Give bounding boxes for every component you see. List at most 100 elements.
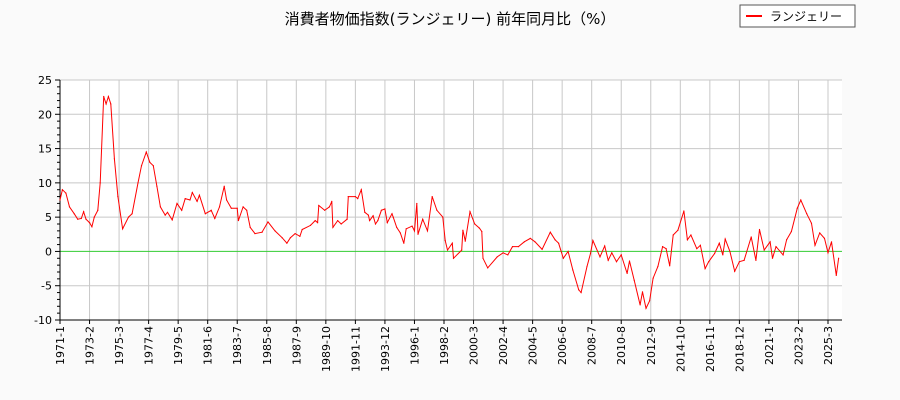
data-point — [775, 246, 777, 248]
data-point — [704, 267, 706, 270]
data-point — [790, 230, 792, 233]
data-point — [502, 252, 504, 254]
data-point — [274, 230, 276, 232]
legend-box — [739, 4, 856, 28]
data-point — [236, 207, 238, 209]
data-point — [171, 219, 173, 221]
data-point — [734, 270, 736, 272]
data-point — [380, 209, 382, 211]
data-point — [181, 209, 183, 211]
data-point — [451, 242, 453, 244]
data-point — [225, 199, 228, 201]
data-point — [384, 208, 386, 210]
x-tick-label: 1975-3 — [113, 326, 126, 365]
x-tick-label: 2012-9 — [645, 326, 658, 365]
data-point — [354, 195, 356, 198]
data-point — [534, 241, 536, 243]
data-point — [152, 165, 154, 167]
data-point — [478, 227, 481, 229]
data-point — [708, 261, 710, 263]
x-tick-label: 1979-5 — [172, 326, 185, 365]
x-tick-label: 2008-7 — [586, 326, 599, 365]
data-point — [529, 237, 531, 239]
data-point — [294, 233, 296, 235]
data-point — [633, 279, 635, 281]
data-point — [367, 214, 369, 216]
data-point — [431, 195, 433, 198]
data-point — [166, 211, 169, 213]
data-point — [652, 277, 654, 279]
data-point — [800, 199, 802, 201]
data-point — [487, 267, 489, 269]
data-point — [771, 257, 774, 259]
data-point — [661, 246, 664, 248]
data-point — [374, 223, 377, 225]
data-point — [641, 291, 644, 293]
data-point — [413, 230, 416, 232]
data-point — [281, 237, 283, 239]
data-point — [827, 252, 829, 254]
data-point — [507, 254, 509, 256]
data-point — [91, 226, 93, 228]
data-point — [755, 259, 757, 261]
data-point — [782, 254, 784, 256]
data-point — [218, 206, 221, 208]
data-point — [690, 234, 692, 236]
data-point — [580, 291, 582, 294]
data-point — [446, 249, 449, 251]
data-point — [806, 213, 808, 215]
x-tick-label: 2016-11 — [704, 326, 717, 372]
data-point — [316, 222, 319, 224]
data-point — [462, 229, 464, 231]
data-point — [743, 259, 745, 261]
data-point — [131, 213, 133, 215]
data-point — [405, 228, 407, 230]
data-point — [549, 231, 551, 233]
x-tick-label: 1993-12 — [379, 326, 392, 372]
data-point — [301, 228, 303, 231]
chart-title: 消費者物価指数(ランジェリー) 前年同月比（%） — [285, 10, 616, 28]
data-point — [830, 241, 833, 243]
y-tick-label: 15 — [38, 143, 52, 156]
data-point — [620, 254, 622, 256]
data-point — [699, 244, 701, 246]
legend-label: ランジェリー — [770, 10, 842, 24]
data-point — [763, 249, 765, 251]
data-point — [810, 222, 813, 224]
data-point — [578, 289, 580, 291]
data-point — [392, 216, 394, 218]
plot-area — [60, 80, 842, 320]
data-point — [436, 209, 438, 211]
data-point — [164, 214, 166, 216]
data-point — [386, 222, 388, 224]
data-point — [738, 261, 740, 263]
data-point — [416, 202, 418, 205]
data-point — [554, 239, 556, 241]
x-tick-label: 2025-3 — [822, 326, 835, 365]
data-point — [377, 219, 379, 222]
x-tick-label: 1991-11 — [349, 326, 362, 372]
x-tick-label: 2014-10 — [674, 326, 687, 372]
data-point — [426, 230, 429, 232]
data-point — [99, 182, 101, 184]
data-point — [340, 223, 342, 225]
data-point — [819, 232, 821, 234]
data-point — [59, 199, 61, 201]
data-point — [337, 219, 339, 222]
data-point — [80, 217, 82, 220]
data-point — [237, 219, 240, 222]
x-tick-label: 1973-2 — [84, 326, 97, 365]
data-point — [786, 239, 788, 241]
data-point — [318, 204, 320, 207]
data-point — [482, 257, 484, 259]
data-point — [469, 211, 471, 213]
data-point — [496, 256, 498, 258]
data-point — [442, 216, 444, 218]
data-point — [648, 300, 651, 302]
series-line — [59, 94, 840, 310]
data-point — [347, 195, 349, 198]
data-point — [289, 237, 291, 239]
data-point — [145, 151, 147, 153]
data-point — [696, 248, 698, 250]
